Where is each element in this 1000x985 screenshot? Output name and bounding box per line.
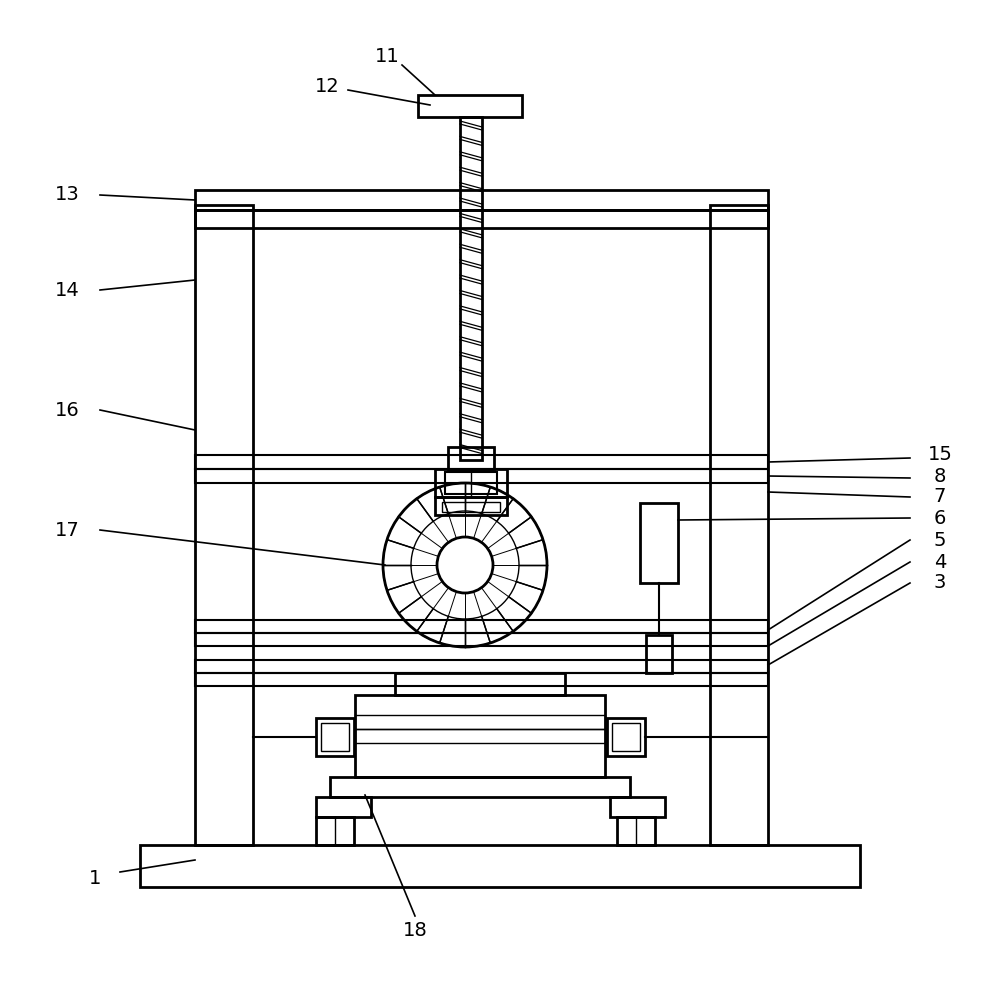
Bar xyxy=(607,718,645,756)
Text: 5: 5 xyxy=(934,531,946,550)
Bar xyxy=(710,205,768,845)
Bar xyxy=(395,673,565,695)
Bar xyxy=(330,777,630,797)
Bar xyxy=(195,190,768,210)
Bar xyxy=(435,469,507,497)
Text: 7: 7 xyxy=(934,488,946,506)
Text: 3: 3 xyxy=(934,573,946,593)
Bar xyxy=(610,797,665,817)
Bar xyxy=(195,633,768,646)
Bar xyxy=(195,620,768,633)
Bar xyxy=(418,95,522,117)
Bar xyxy=(617,817,655,845)
Bar xyxy=(435,497,507,515)
Bar xyxy=(448,447,494,469)
Bar xyxy=(355,715,605,729)
Bar xyxy=(195,673,768,686)
Text: 1: 1 xyxy=(89,869,101,887)
Bar xyxy=(612,723,640,751)
Bar xyxy=(316,718,354,756)
Text: 18: 18 xyxy=(403,921,427,940)
Text: 8: 8 xyxy=(934,467,946,486)
Text: 12: 12 xyxy=(315,77,339,96)
Bar xyxy=(195,455,768,469)
Circle shape xyxy=(437,537,493,593)
Bar xyxy=(442,502,500,512)
Bar xyxy=(355,729,605,743)
Text: 6: 6 xyxy=(934,508,946,528)
Bar xyxy=(195,469,768,483)
Text: 16: 16 xyxy=(55,401,79,420)
Bar xyxy=(316,817,354,845)
Bar xyxy=(140,845,860,887)
Bar xyxy=(195,210,768,228)
Bar xyxy=(640,503,678,583)
Bar xyxy=(195,205,253,845)
Bar xyxy=(445,472,497,494)
Text: 4: 4 xyxy=(934,553,946,571)
Bar xyxy=(646,635,672,673)
Bar xyxy=(321,723,349,751)
Text: 13: 13 xyxy=(55,185,79,205)
Text: 14: 14 xyxy=(55,281,79,299)
Text: 11: 11 xyxy=(375,47,399,67)
Bar xyxy=(355,695,605,777)
Bar xyxy=(460,117,482,460)
Text: 17: 17 xyxy=(55,520,79,540)
Bar xyxy=(195,660,768,673)
Bar xyxy=(316,797,371,817)
Text: 15: 15 xyxy=(928,445,952,465)
